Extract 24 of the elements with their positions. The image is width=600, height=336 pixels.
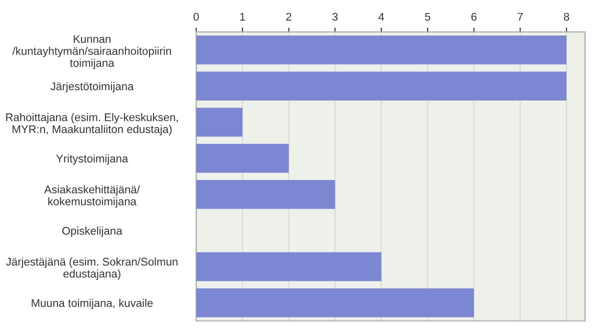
x-tick-label: 4 (378, 12, 384, 21)
x-tick-label: 7 (518, 12, 523, 21)
y-tick-label: Asiakaskehittäjänä/ kokemustoimijana (44, 185, 140, 208)
y-tick-label: Järjestötoimijana (50, 82, 134, 92)
bar (196, 252, 382, 282)
x-tick-label: 5 (424, 12, 430, 21)
bar (196, 72, 566, 101)
y-tick-label: Yritystoimijana (56, 154, 128, 165)
x-tick-label: 2 (286, 12, 292, 21)
y-tick-label: Järjestäjänä (esim. Sokran/Solmun edustajana) (6, 257, 178, 280)
y-tick-label: Opiskelijana (62, 226, 122, 237)
x-tick-label: 0 (194, 12, 199, 21)
x-tick-label: 3 (332, 12, 338, 21)
y-tick-label: Kunnan /kuntayhtymän/sairaanhoitopiirin toimijana (12, 35, 171, 70)
bar (196, 180, 336, 209)
bar (196, 144, 289, 173)
bar (196, 36, 566, 64)
x-tick-label: 8 (564, 12, 570, 21)
x-tick-label: 1 (240, 12, 246, 21)
bar (196, 108, 242, 137)
y-tick-label: Muuna toimijana, kuvaile (32, 298, 153, 310)
bar (196, 288, 474, 318)
x-tick-label: 6 (471, 12, 477, 21)
y-tick-label: Rahoittajana (esim. Ely-keskuksen, MYR:n, Maakuntaliiton edustaja) (6, 113, 178, 136)
